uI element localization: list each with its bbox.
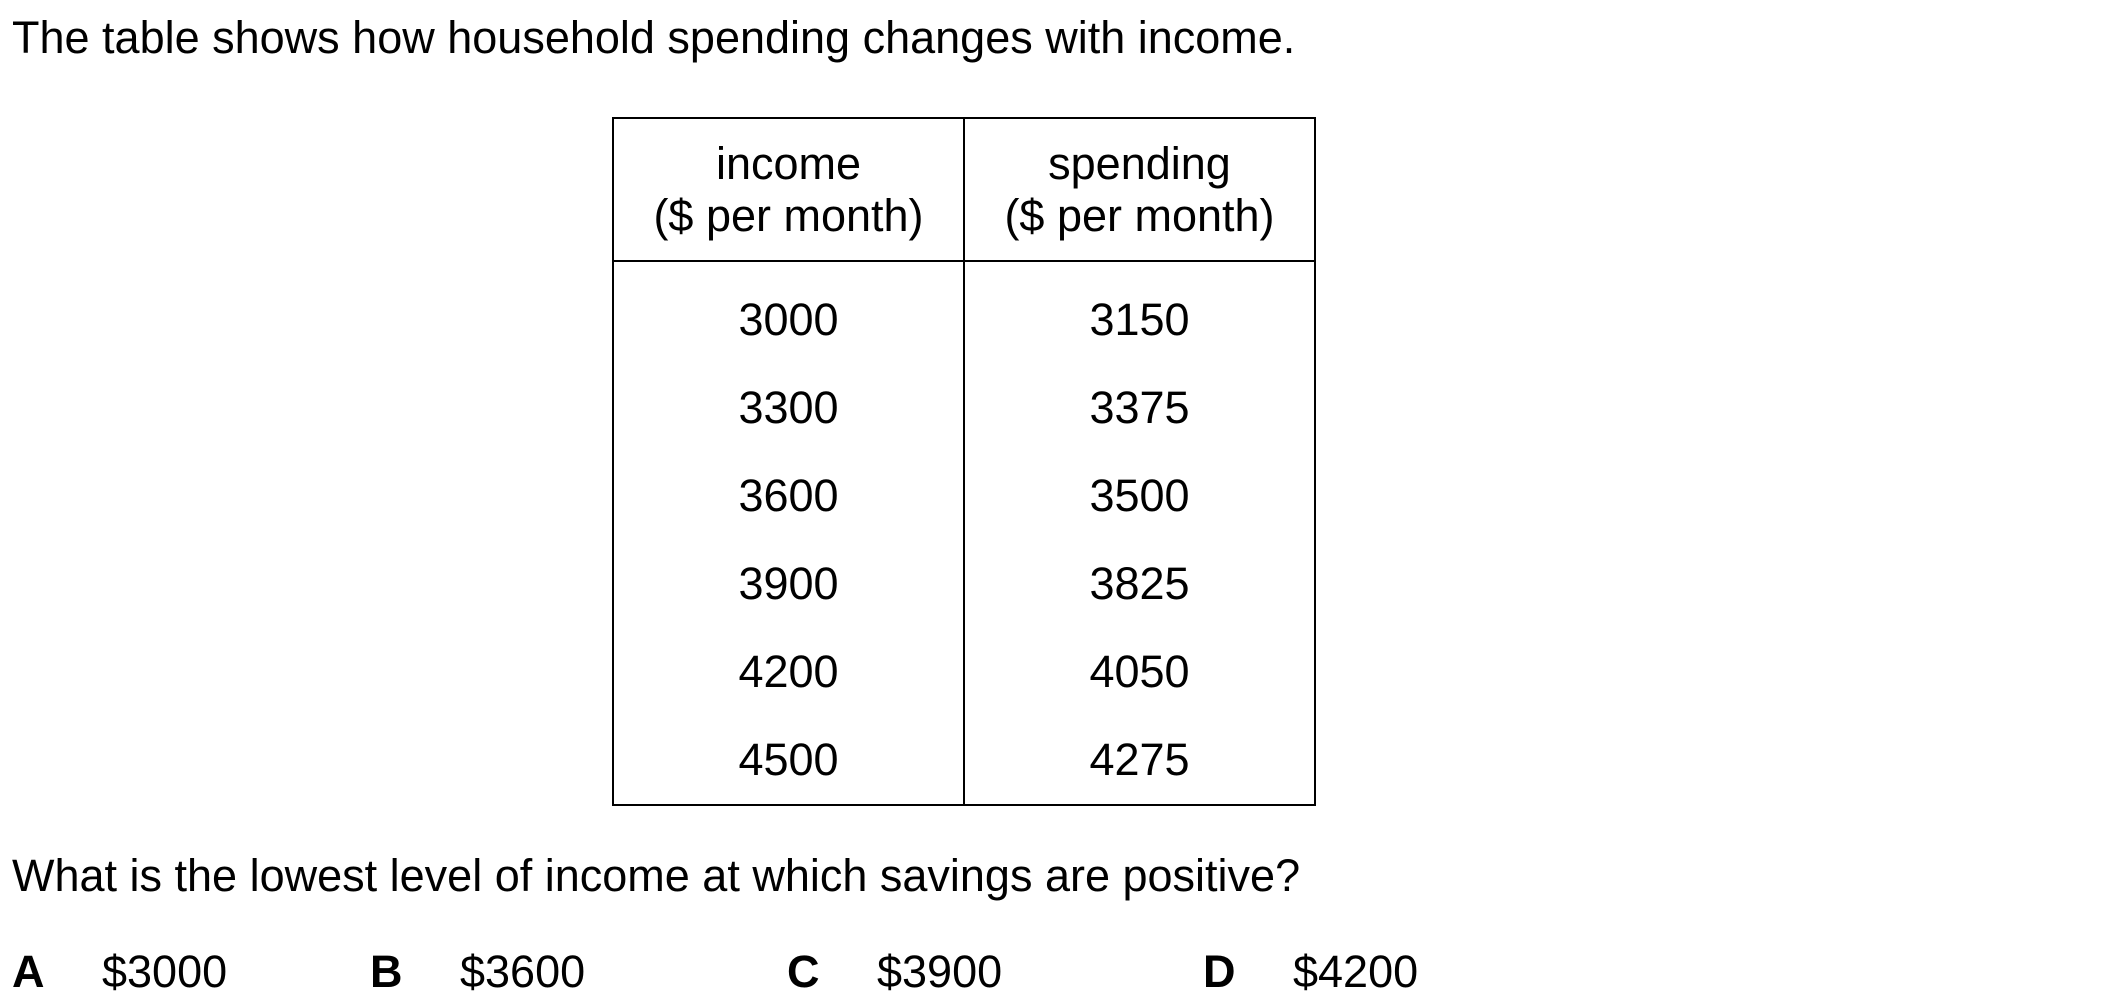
- option-letter: B: [370, 946, 403, 997]
- option-letter: C: [787, 946, 820, 997]
- table-row: 3300 3375: [612, 364, 1316, 452]
- header-unit: ($ per month): [653, 189, 924, 241]
- table-header-row: income ($ per month) spending ($ per mon…: [612, 117, 1316, 262]
- option-letter: D: [1203, 946, 1236, 997]
- income-cell: 4500: [612, 716, 965, 806]
- spending-cell: 3500: [963, 452, 1316, 540]
- table-row: 4500 4275: [612, 716, 1316, 806]
- table-row: 4200 4050: [612, 628, 1316, 716]
- spending-cell: 3375: [963, 364, 1316, 452]
- income-cell: 3300: [612, 364, 965, 452]
- income-cell: 4200: [612, 628, 965, 716]
- answer-options: A $3000 B $3600 C $3900 D $4200: [0, 944, 2101, 1004]
- income-cell: 3000: [612, 261, 965, 364]
- spending-column-header: spending ($ per month): [963, 117, 1316, 262]
- spending-cell: 3150: [963, 261, 1316, 364]
- income-cell: 3900: [612, 540, 965, 628]
- header-line: spending: [1048, 137, 1231, 189]
- spending-cell: 4275: [963, 716, 1316, 806]
- question-text: What is the lowest level of income at wh…: [12, 850, 1301, 901]
- option-value: $3000: [102, 946, 228, 997]
- option-a[interactable]: A $3000: [12, 944, 227, 1000]
- income-spending-table-container: income ($ per month) spending ($ per mon…: [612, 117, 1316, 806]
- spending-cell: 3825: [963, 540, 1316, 628]
- option-b[interactable]: B $3600: [370, 944, 585, 1000]
- header-unit: ($ per month): [1004, 189, 1275, 241]
- table-row: 3600 3500: [612, 452, 1316, 540]
- intro-text: The table shows how household spending c…: [12, 12, 1296, 63]
- income-cell: 3600: [612, 452, 965, 540]
- option-d[interactable]: D $4200: [1203, 944, 1418, 1000]
- header-line: income: [715, 137, 862, 189]
- option-value: $3900: [877, 946, 1003, 997]
- table-row: 3900 3825: [612, 540, 1316, 628]
- income-spending-table: income ($ per month) spending ($ per mon…: [612, 117, 1316, 806]
- option-c[interactable]: C $3900: [787, 944, 1002, 1000]
- table-row: 3000 3150: [612, 261, 1316, 364]
- option-letter: A: [12, 946, 45, 997]
- option-value: $3600: [460, 946, 586, 997]
- spending-cell: 4050: [963, 628, 1316, 716]
- option-value: $4200: [1293, 946, 1419, 997]
- income-column-header: income ($ per month): [612, 117, 965, 262]
